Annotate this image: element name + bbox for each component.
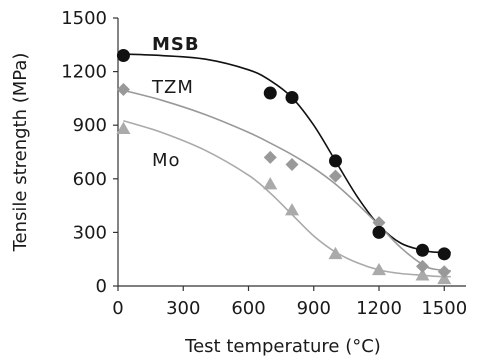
y-tick-label: 0 (96, 276, 107, 297)
data-point-msb (263, 86, 277, 100)
series-label-mo: Mo (152, 150, 181, 171)
data-point-msb (437, 247, 451, 261)
y-tick-label: 600 (73, 169, 107, 190)
x-tick-label: 900 (297, 298, 331, 319)
x-tick-group: 0 300 600 900 1200 1500 (112, 286, 467, 319)
data-point-msb (416, 243, 429, 257)
y-axis-title: Tensile strength (MPa) (10, 53, 31, 253)
y-tick-label: 300 (73, 222, 107, 243)
data-point-msb (372, 225, 386, 239)
x-axis-title: Test temperature (°C) (184, 336, 381, 357)
series-label-group: MSB TZM Mo (151, 34, 200, 171)
x-tick-label: 300 (166, 298, 200, 319)
data-point-tzm (263, 150, 277, 164)
y-tick-label: 1200 (61, 62, 107, 83)
data-point-msb (329, 154, 342, 168)
series-label-msb: MSB (152, 34, 200, 55)
data-point-tzm (285, 158, 299, 172)
data-point-mo (263, 177, 278, 190)
data-point-tzm (372, 216, 386, 230)
data-point-mo (372, 262, 386, 276)
data-point-tzm (416, 259, 429, 273)
data-point-tzm (116, 82, 130, 96)
x-tick-label: 1200 (356, 298, 402, 319)
data-point-tzm (437, 265, 451, 279)
data-point-tzm (329, 169, 342, 183)
plot-frame (117, 18, 466, 287)
data-point-mo (285, 203, 299, 216)
data-point-mo (328, 246, 343, 260)
y-tick-group: 0 300 600 900 1200 1500 (61, 8, 118, 297)
x-tick-label: 0 (112, 298, 123, 319)
data-point-msb (116, 49, 130, 63)
data-point-mo (116, 121, 131, 135)
x-tick-label: 600 (231, 298, 265, 319)
data-point-mo (415, 268, 430, 281)
data-point-group (116, 49, 452, 285)
y-tick-label: 1500 (61, 8, 107, 29)
y-tick-label: 900 (73, 115, 107, 136)
data-point-msb (285, 91, 299, 105)
x-tick-label: 1500 (421, 298, 467, 319)
series-label-tzm: TZM (151, 77, 194, 98)
fit-line-mo (123, 119, 451, 278)
